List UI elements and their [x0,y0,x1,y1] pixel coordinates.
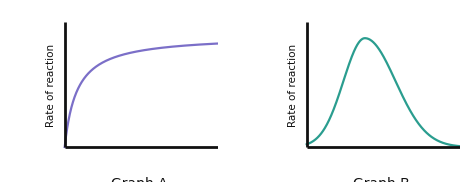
Y-axis label: Rate of reaction: Rate of reaction [288,44,298,127]
Y-axis label: Rate of reaction: Rate of reaction [46,44,56,127]
Text: Graph B: Graph B [353,177,410,182]
Text: Graph A: Graph A [111,177,168,182]
